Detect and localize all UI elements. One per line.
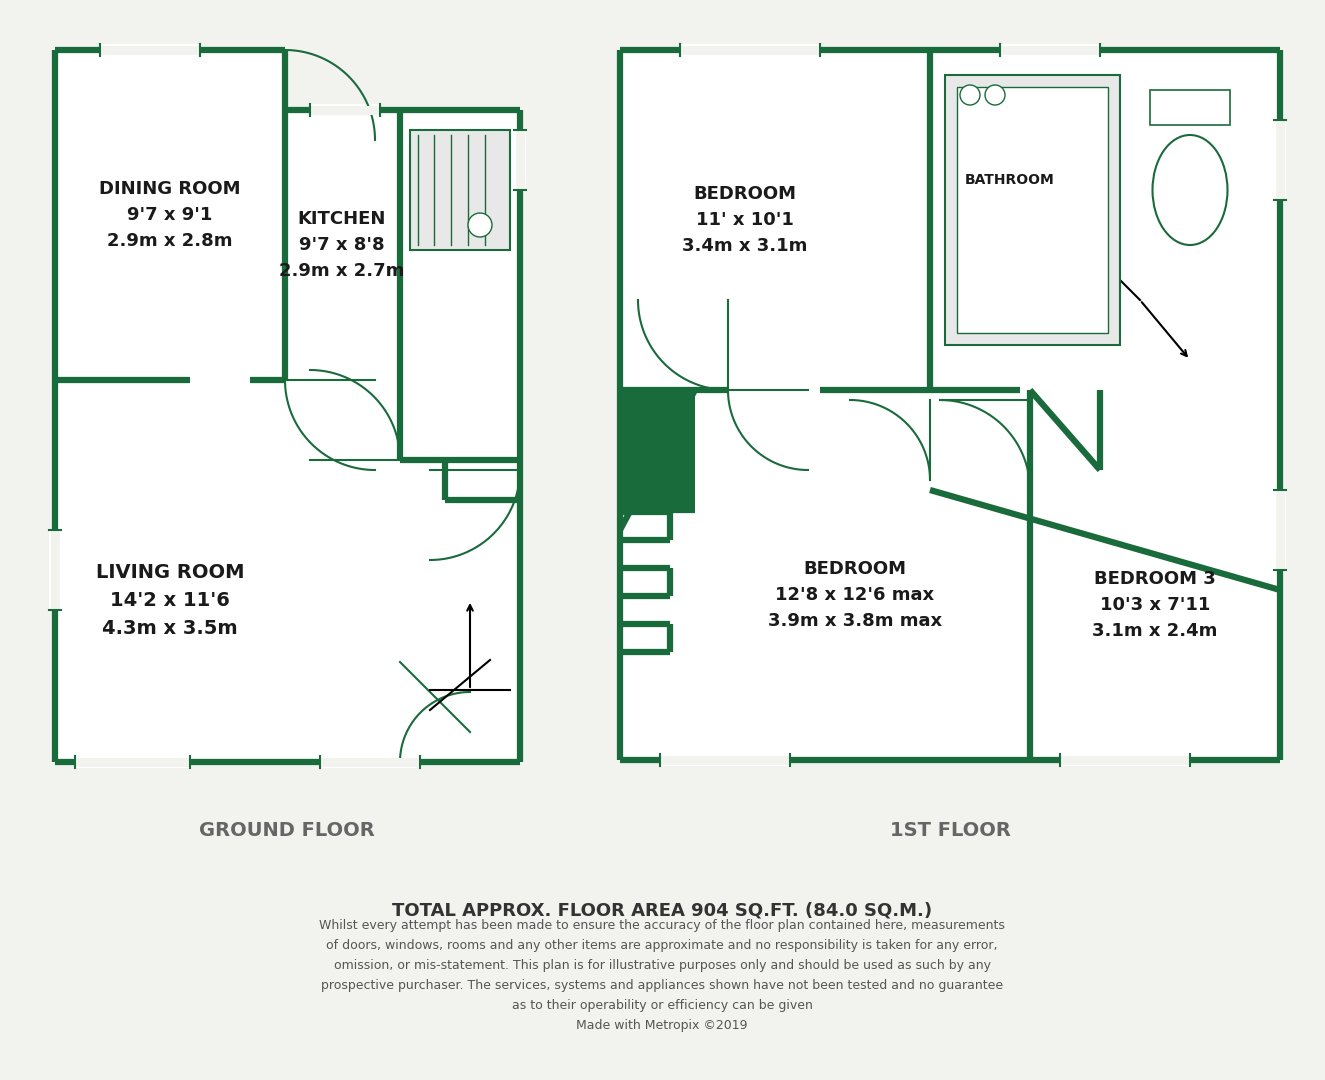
Text: Whilst every attempt has been made to ensure the accuracy of the floor plan cont: Whilst every attempt has been made to en…: [319, 918, 1004, 1031]
Bar: [660, 754, 790, 766]
Bar: [1275, 120, 1287, 200]
Bar: [56, 50, 285, 762]
Text: KITCHEN
9'7 x 8'8
2.9m x 2.7m: KITCHEN 9'7 x 8'8 2.9m x 2.7m: [280, 210, 404, 281]
Bar: [49, 530, 61, 610]
Bar: [1275, 490, 1287, 570]
Text: 1ST FLOOR: 1ST FLOOR: [889, 821, 1011, 839]
Text: BEDROOM
12'8 x 12'6 max
3.9m x 3.8m max: BEDROOM 12'8 x 12'6 max 3.9m x 3.8m max: [768, 559, 942, 631]
Text: DINING ROOM
9'7 x 9'1
2.9m x 2.8m: DINING ROOM 9'7 x 9'1 2.9m x 2.8m: [99, 179, 241, 251]
Bar: [620, 390, 696, 510]
Ellipse shape: [1153, 135, 1227, 245]
Text: GROUND FLOOR: GROUND FLOOR: [199, 821, 375, 839]
Bar: [945, 75, 1120, 345]
Bar: [99, 44, 200, 56]
Bar: [1150, 90, 1230, 125]
Bar: [285, 110, 519, 762]
Text: TOTAL APPROX. FLOOR AREA 904 SQ.FT. (84.0 SQ.M.): TOTAL APPROX. FLOOR AREA 904 SQ.FT. (84.…: [392, 901, 931, 919]
Bar: [76, 756, 189, 768]
Bar: [409, 130, 510, 249]
Text: BEDROOM
11' x 10'1
3.4m x 3.1m: BEDROOM 11' x 10'1 3.4m x 3.1m: [682, 185, 808, 255]
Bar: [310, 104, 380, 116]
Circle shape: [984, 85, 1004, 105]
Circle shape: [961, 85, 980, 105]
Bar: [620, 50, 1280, 760]
Bar: [514, 130, 526, 190]
Text: BEDROOM 3
10'3 x 7'11
3.1m x 2.4m: BEDROOM 3 10'3 x 7'11 3.1m x 2.4m: [1092, 569, 1218, 640]
Bar: [321, 756, 420, 768]
Bar: [1000, 44, 1100, 56]
Text: LIVING ROOM
14'2 x 11'6
4.3m x 3.5m: LIVING ROOM 14'2 x 11'6 4.3m x 3.5m: [95, 564, 244, 638]
Bar: [680, 44, 820, 56]
Bar: [1060, 754, 1190, 766]
Bar: [957, 87, 1108, 333]
Text: BATHROOM: BATHROOM: [965, 173, 1055, 187]
Circle shape: [468, 213, 492, 237]
